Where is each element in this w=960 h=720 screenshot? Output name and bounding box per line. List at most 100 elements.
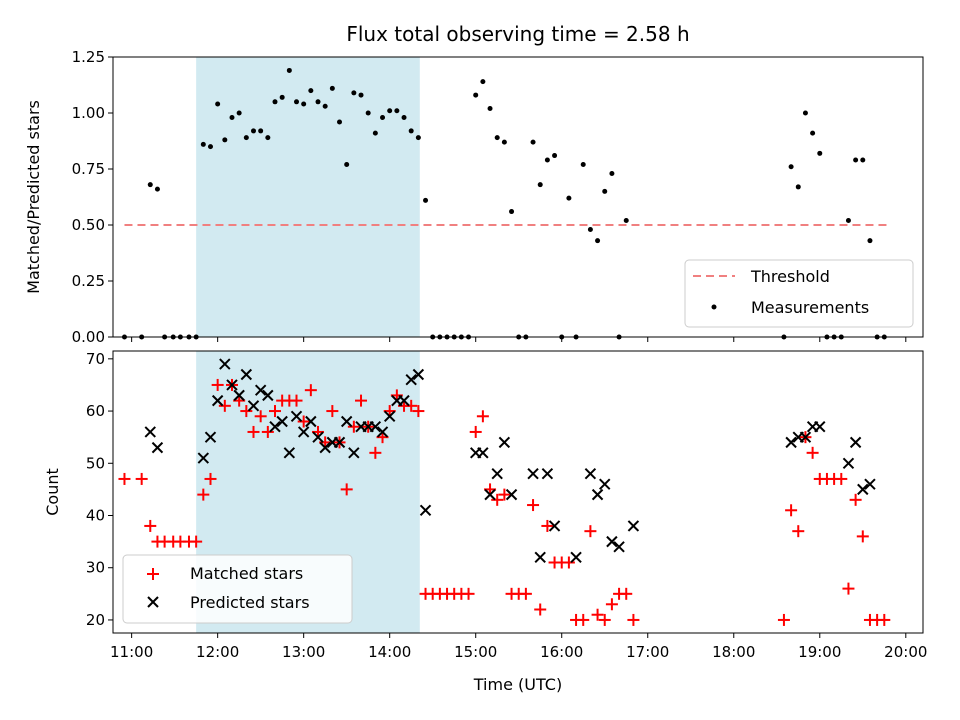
- matched-star-point: [218, 399, 231, 412]
- measurement-point: [401, 114, 407, 120]
- predicted-star-point: [369, 421, 382, 433]
- measurement-point: [853, 157, 859, 163]
- matched-star-point: [204, 472, 217, 485]
- matched-star-point: [144, 519, 157, 532]
- top-panel: 0.00 0.25 0.50 0.75 1.00 1.25 Flux total obse…: [24, 22, 924, 346]
- predicted-star-point: [247, 400, 260, 412]
- matched-star-point: [498, 488, 511, 501]
- predicted-star-point: [297, 426, 310, 438]
- top-panel-frame: [112, 56, 924, 338]
- matched-star-point: [605, 598, 618, 611]
- predicted-star-point: [312, 431, 324, 443]
- top-x-ticks: [131, 337, 907, 342]
- measurement-point: [301, 101, 307, 107]
- count-points: [118, 358, 891, 626]
- predicted-star-point: [240, 368, 253, 381]
- matched-star-point: [577, 613, 590, 626]
- matched-star-point: [534, 603, 547, 616]
- predicted-star-point: [627, 520, 640, 532]
- matched-star-point: [491, 493, 504, 506]
- matched-star-point: [584, 525, 597, 538]
- measurement-point: [236, 110, 242, 116]
- predicted-star-point: [376, 426, 389, 438]
- matched-star-point: [340, 483, 353, 496]
- legend-threshold-label: Threshold: [750, 267, 830, 286]
- matched-star-point: [412, 405, 425, 418]
- predicted-star-point: [262, 389, 274, 402]
- matched-star-point: [598, 613, 611, 626]
- predicted-star-point: [484, 488, 496, 501]
- bottom-x-tick-label: 19:00: [798, 643, 841, 661]
- measurement-point: [487, 106, 493, 112]
- matched-star-point: [240, 405, 253, 418]
- measurement-point: [344, 162, 350, 168]
- measurement-point: [860, 157, 866, 163]
- matched-star-point: [519, 587, 532, 600]
- matched-star-point: [806, 446, 819, 459]
- measurement-point: [351, 90, 357, 96]
- measurement-point: [623, 218, 629, 224]
- matched-star-point: [269, 405, 281, 418]
- predicted-star-point: [591, 488, 604, 501]
- bottom-y-tick-label: 70: [86, 350, 105, 368]
- matched-star-point: [476, 410, 489, 423]
- matched-star-point: [842, 582, 855, 595]
- measurement-point: [595, 238, 601, 244]
- measurement-point: [566, 195, 572, 201]
- measurement-point: [222, 137, 228, 143]
- measurement-point: [408, 128, 414, 134]
- predicted-star-point: [498, 436, 511, 449]
- measurement-point: [817, 150, 823, 156]
- top-y-tick-label: 0.75: [72, 160, 105, 178]
- measurement-point: [154, 186, 160, 192]
- predicted-star-point: [419, 504, 432, 516]
- top-chart-title: Flux total observing time = 2.58 h: [346, 22, 689, 46]
- matched-star-point: [835, 472, 848, 485]
- measurement-point: [537, 182, 543, 188]
- predicted-star-point: [254, 384, 267, 396]
- bottom-x-axis-label: Time (UTC): [473, 675, 562, 694]
- matched-star-point: [620, 587, 633, 600]
- top-y-tick-label: 0.50: [72, 216, 105, 234]
- measurement-point: [286, 67, 292, 73]
- measurement-point: [258, 128, 264, 134]
- legend-measurements-label: Measurements: [751, 298, 869, 317]
- predicted-star-point: [814, 421, 826, 433]
- measurement-point: [415, 135, 421, 141]
- predicted-star-point: [226, 379, 238, 391]
- predicted-star-point: [305, 415, 317, 428]
- top-legend-box: [684, 259, 914, 328]
- measurement-point: [602, 188, 608, 194]
- predicted-star-point: [405, 374, 417, 386]
- bottom-x-tick-label: 18:00: [712, 643, 755, 661]
- measurement-point: [552, 153, 558, 159]
- measurement-point: [480, 79, 486, 85]
- predicted-star-point: [584, 468, 597, 480]
- bottom-x-tick-label: 15:00: [454, 643, 497, 661]
- predicted-star-point: [151, 441, 164, 454]
- measurement-point: [788, 164, 794, 170]
- predicted-star-point: [398, 394, 410, 407]
- predicted-star-point: [269, 421, 281, 433]
- matched-star-point: [290, 394, 303, 407]
- bottom-x-tick-label: 12:00: [196, 643, 239, 661]
- matched-star-point: [304, 384, 317, 397]
- measurement-point: [365, 110, 371, 116]
- measurement-point: [272, 99, 278, 105]
- matched-star-point: [785, 504, 798, 517]
- measurement-point: [867, 238, 873, 244]
- measurement-point: [372, 130, 378, 136]
- measurement-point: [147, 182, 153, 188]
- predicted-star-point: [348, 447, 360, 459]
- predicted-star-point: [197, 452, 210, 464]
- predicted-star-point: [534, 551, 546, 563]
- matched-star-point: [135, 472, 148, 485]
- matched-star-point: [355, 394, 368, 407]
- legend-measurements-swatch: [711, 304, 717, 310]
- predicted-star-point: [799, 431, 812, 443]
- measurement-point: [250, 128, 256, 134]
- predicted-star-point: [599, 478, 611, 490]
- predicted-star-point: [333, 436, 346, 449]
- top-legend: Threshold Measurements: [684, 259, 914, 328]
